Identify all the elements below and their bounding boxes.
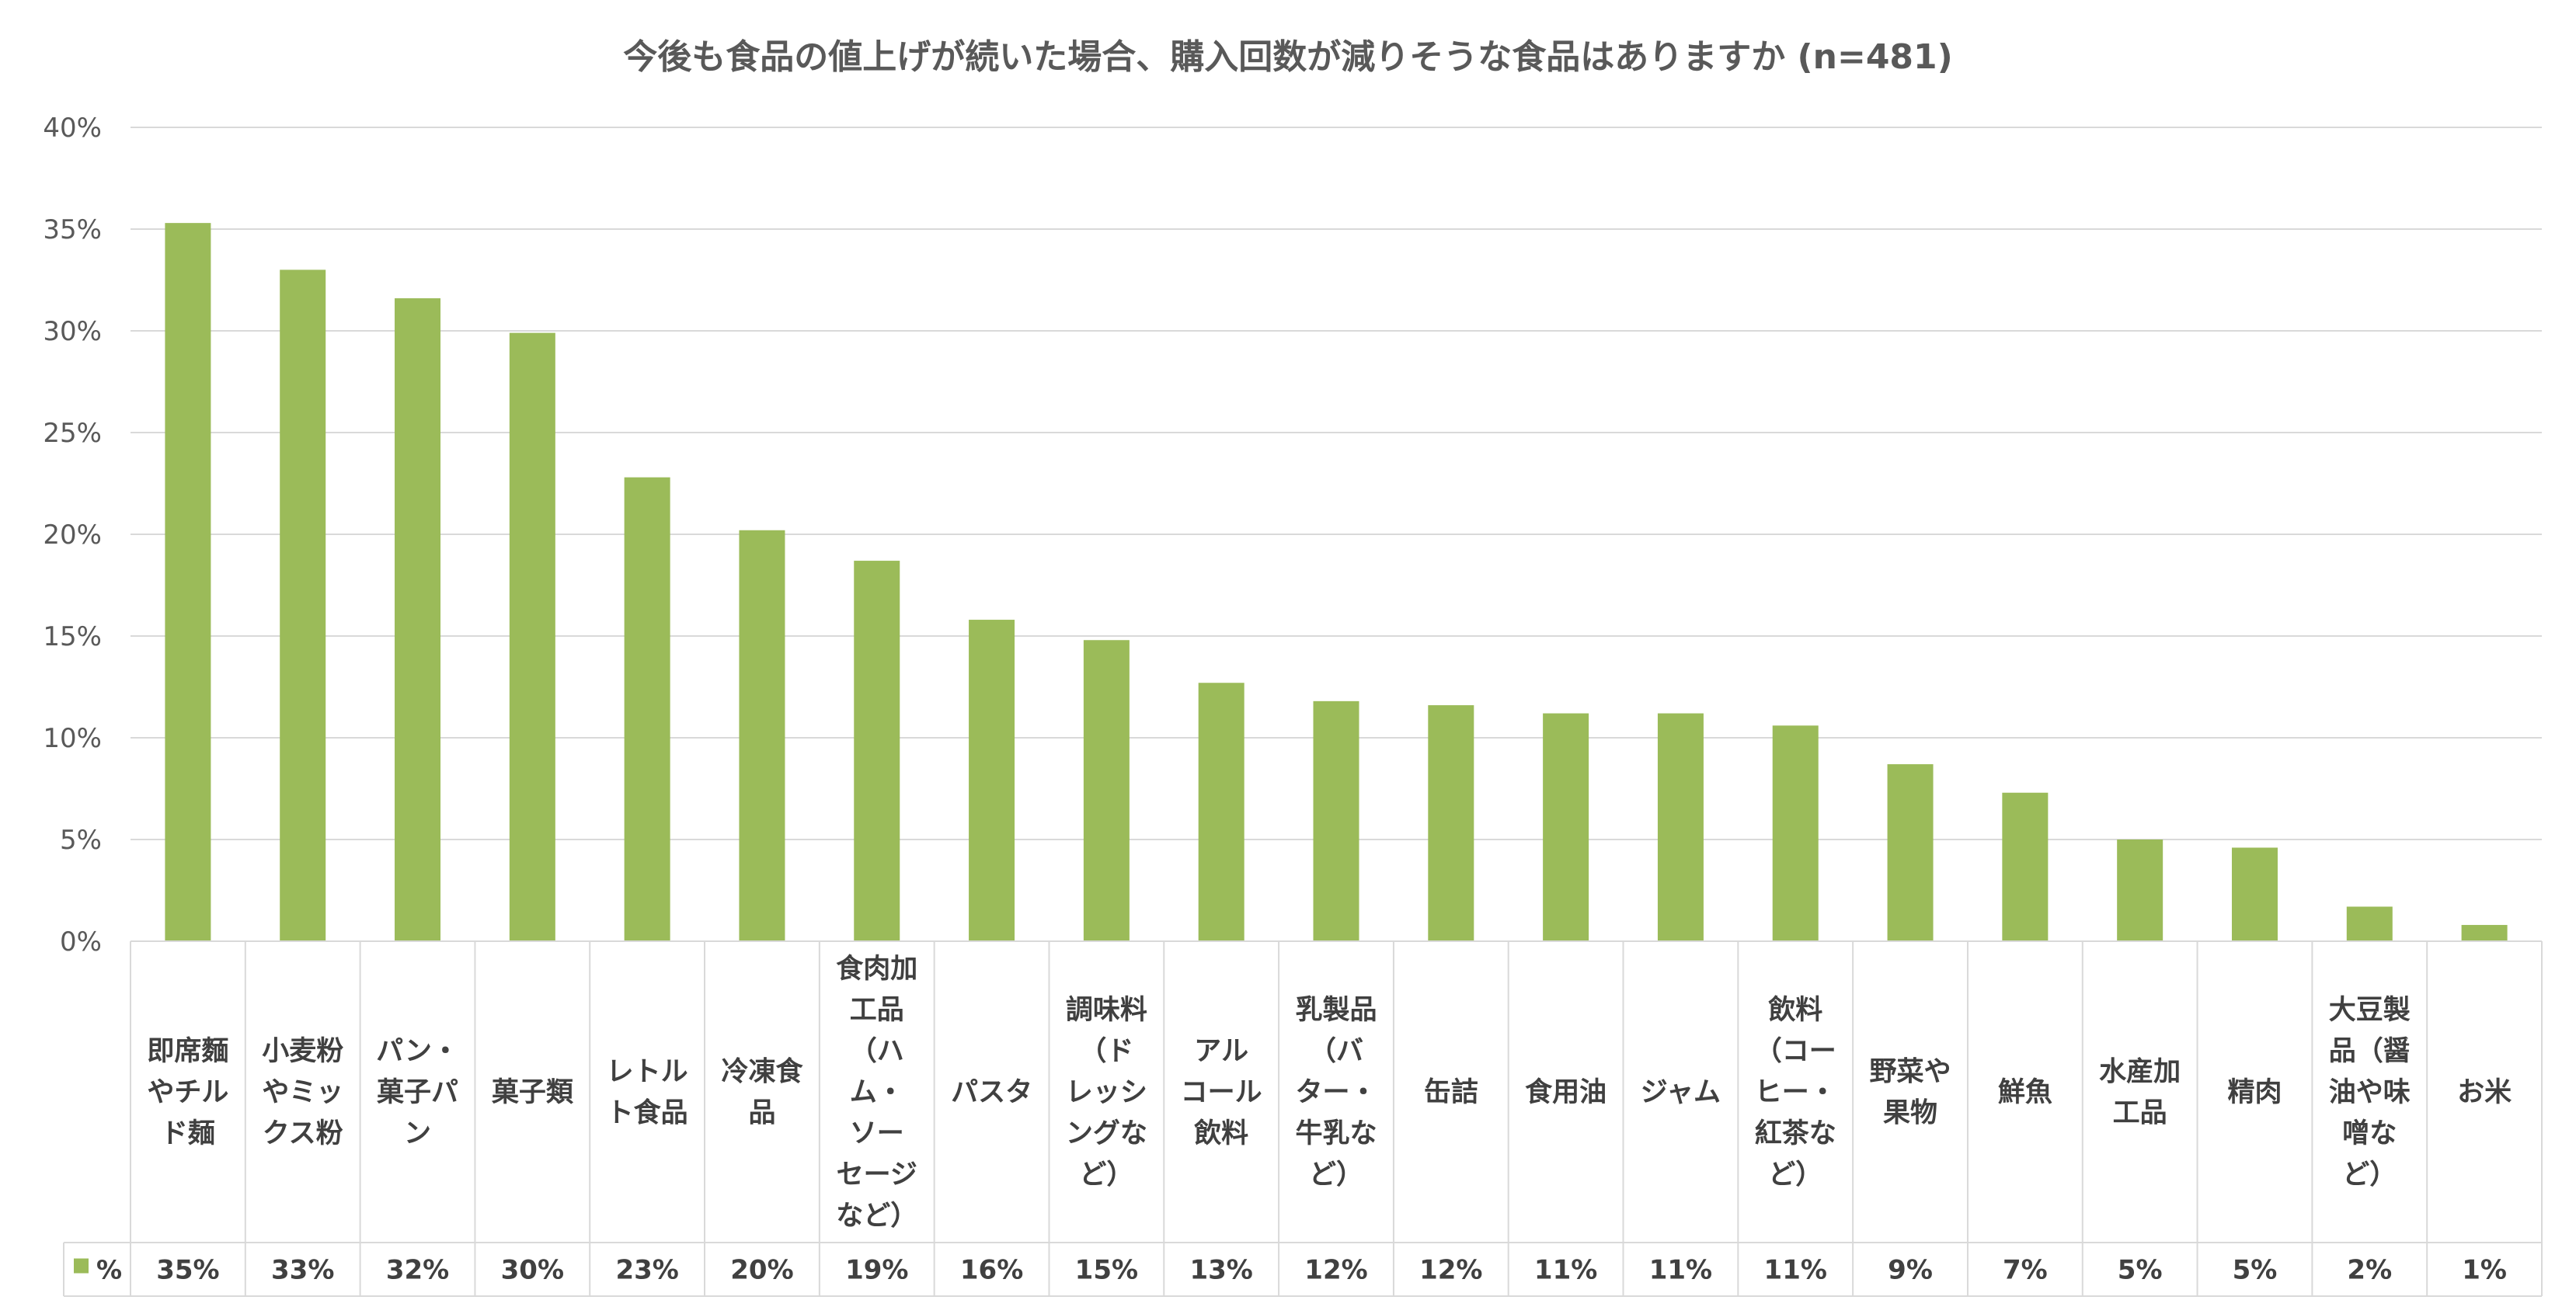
y-tick-label: 40% xyxy=(43,113,102,144)
category-label: 食肉加工品（ハム・ソーセージなど） xyxy=(836,953,917,1232)
category-label: ジャム xyxy=(1641,1077,1721,1108)
category-label: 冷凍食品 xyxy=(721,1056,803,1129)
category-label: 菓子類 xyxy=(492,1077,574,1108)
legend-swatch xyxy=(74,1258,89,1274)
data-value-label: 35% xyxy=(156,1255,219,1286)
data-value-label: 7% xyxy=(2003,1255,2048,1286)
bar xyxy=(854,561,900,941)
bar xyxy=(165,223,211,941)
category-label: 野菜や果物 xyxy=(1870,1057,1951,1129)
y-tick-label: 35% xyxy=(43,214,102,245)
category-label: パスタ xyxy=(951,1077,1032,1108)
category-label: 飲料（コーヒー・紅茶など） xyxy=(1755,995,1836,1191)
chart-title: 今後も食品の値上げが続いた場合、購入回数が減りそうな食品はありますか (n=48… xyxy=(623,37,1953,77)
category-label: 鮮魚 xyxy=(1998,1077,2052,1108)
category-label: 大豆製品（醤油や味噌など） xyxy=(2329,995,2411,1191)
legend-series-label: % xyxy=(96,1255,122,1285)
data-value-label: 30% xyxy=(501,1255,564,1286)
bar xyxy=(624,477,670,941)
bar xyxy=(969,620,1015,941)
category-label: アルコール飲料 xyxy=(1181,1036,1262,1149)
category-label: パン・菓子パン xyxy=(376,1036,459,1149)
data-value-label: 11% xyxy=(1649,1255,1712,1286)
bar xyxy=(1887,764,1934,941)
data-value-label: 11% xyxy=(1534,1255,1597,1286)
bar xyxy=(739,530,785,941)
bar xyxy=(2461,925,2508,941)
data-value-label: 5% xyxy=(2118,1255,2163,1286)
bar xyxy=(509,332,555,941)
y-tick-label: 25% xyxy=(43,418,102,449)
data-value-label: 19% xyxy=(845,1255,908,1286)
bar xyxy=(395,298,441,942)
category-label: 缶詰 xyxy=(1424,1077,1478,1108)
bar xyxy=(2346,906,2393,941)
data-value-label: 32% xyxy=(386,1255,449,1286)
category-label: 小麦粉やミックス粉 xyxy=(262,1036,343,1149)
bar xyxy=(2117,840,2163,941)
category-label: 調味料（ドレッシングなど） xyxy=(1066,995,1147,1191)
data-value-label: 13% xyxy=(1189,1255,1252,1286)
y-tick-label: 5% xyxy=(60,825,102,856)
category-label: 水産加工品 xyxy=(2099,1057,2181,1129)
category-label: レトルト食品 xyxy=(607,1057,688,1129)
bar xyxy=(1428,705,1474,941)
data-value-label: 15% xyxy=(1075,1255,1138,1286)
category-label: 即席麵やチルド麺 xyxy=(147,1036,228,1149)
category-label: 食用油 xyxy=(1525,1076,1607,1108)
bar xyxy=(1657,713,1704,941)
data-value-label: 1% xyxy=(2462,1255,2507,1286)
data-value-label: 5% xyxy=(2233,1255,2278,1286)
bar xyxy=(1313,700,1359,941)
bar xyxy=(1543,713,1589,941)
bar xyxy=(1198,683,1244,941)
data-value-label: 23% xyxy=(615,1255,678,1286)
data-value-label: 11% xyxy=(1764,1255,1827,1286)
bar xyxy=(1772,725,1819,941)
data-value-label: 12% xyxy=(1419,1255,1482,1286)
bar xyxy=(280,269,326,941)
data-value-label: 2% xyxy=(2347,1255,2392,1286)
y-tick-label: 10% xyxy=(43,723,102,754)
category-label: 乳製品（バター・牛乳など） xyxy=(1295,995,1377,1191)
category-label: 精肉 xyxy=(2227,1077,2282,1108)
y-tick-label: 15% xyxy=(43,621,102,652)
data-value-label: 33% xyxy=(271,1255,334,1286)
data-value-label: 12% xyxy=(1304,1255,1367,1286)
data-value-label: 9% xyxy=(1888,1255,1933,1286)
category-label: お米 xyxy=(2457,1077,2512,1108)
y-tick-label: 0% xyxy=(60,926,102,958)
bars xyxy=(165,223,2508,942)
y-tick-label: 20% xyxy=(43,520,102,551)
bar xyxy=(1083,640,1130,941)
data-value-label: 16% xyxy=(960,1255,1023,1286)
bar xyxy=(2231,847,2278,941)
y-tick-label: 30% xyxy=(43,316,102,347)
data-value-label: 20% xyxy=(730,1255,793,1286)
y-axis-ticks: 0% 5% 10% 15% 20% 25% 30% 35% 40% xyxy=(43,113,102,958)
bar xyxy=(2002,792,2049,941)
